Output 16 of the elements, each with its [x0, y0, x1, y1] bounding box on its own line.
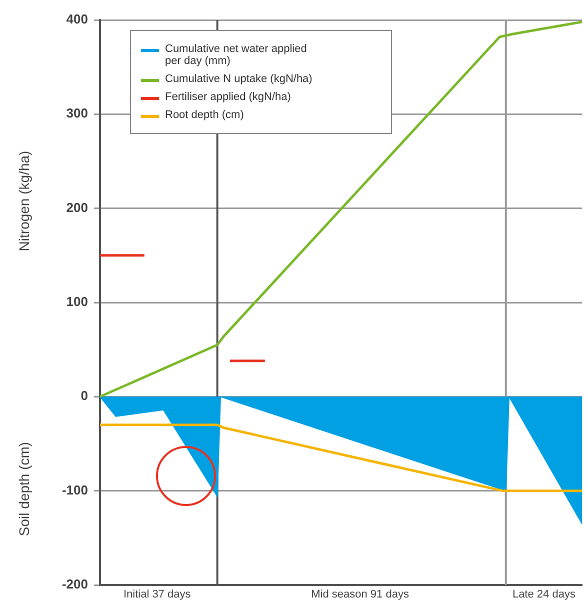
x-tick-label: Mid season 91 days [311, 588, 410, 601]
legend-label: Cumulative N uptake (kgN/ha) [165, 73, 314, 85]
y-tick-label: 400 [66, 12, 88, 27]
y-tick-label: 300 [66, 106, 88, 121]
x-tick-label: Initial 37 days [123, 588, 192, 601]
legend-label: Fertiliser applied (kgN/ha) [165, 91, 292, 103]
y2-axis-title: Soil depth (cm) [16, 442, 32, 536]
y-tick-label: -200 [62, 576, 88, 592]
y-tick-label: 200 [66, 200, 88, 215]
legend-label: Root depth (cm) [165, 109, 245, 121]
x-tick-label: Late 24 days [512, 588, 576, 601]
y-axis-title: Nitrogen (kg/ha) [16, 150, 32, 251]
legend-label: Cumulative net water applied per day (mm) [165, 43, 308, 67]
y-tick-label: 100 [66, 294, 88, 310]
y-tick-label: 0 [80, 388, 88, 404]
y-tick-label: -100 [62, 482, 88, 498]
